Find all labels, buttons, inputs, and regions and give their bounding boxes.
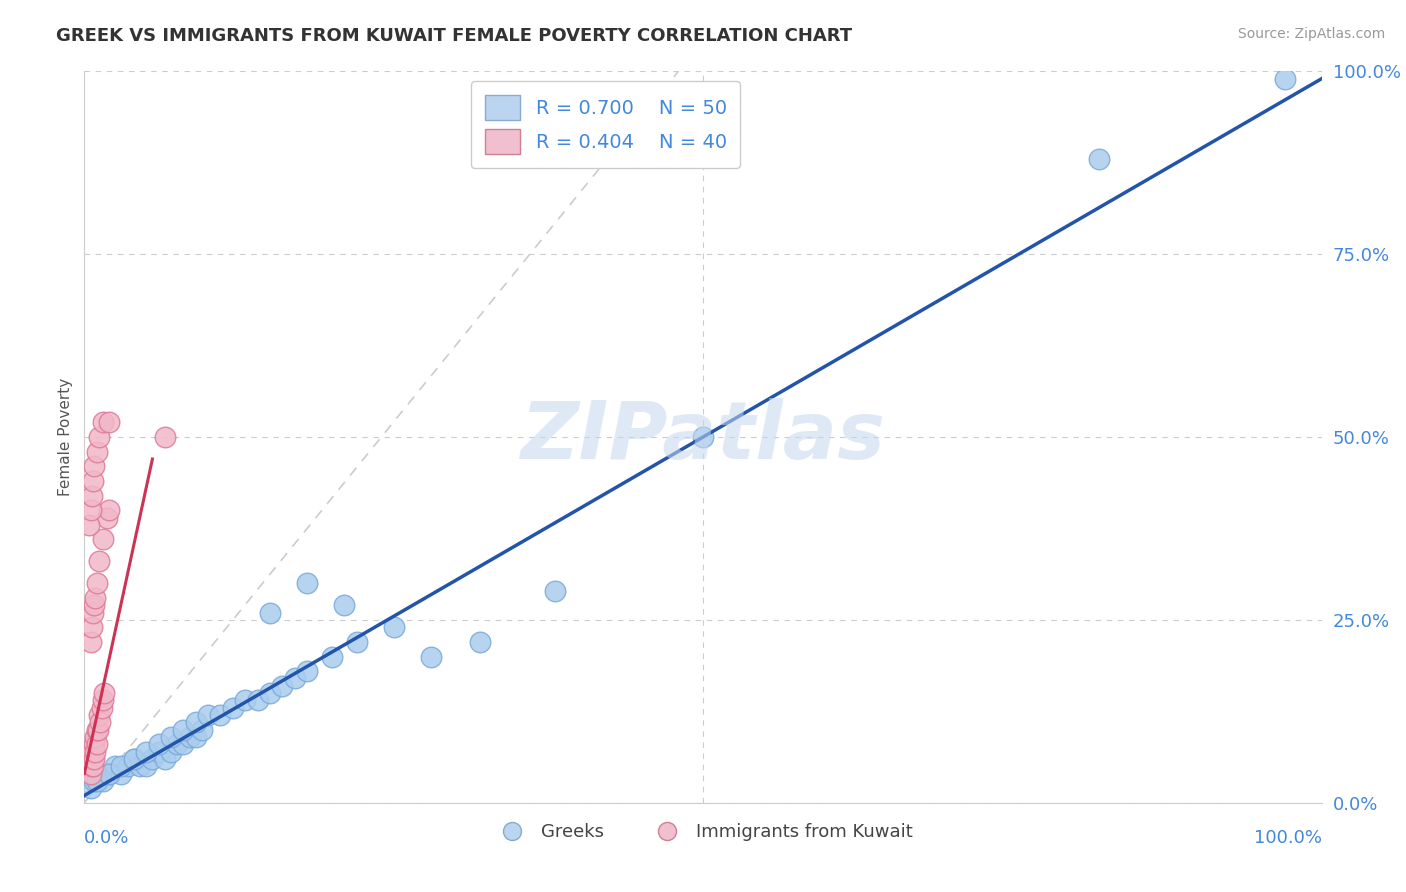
Point [82, 759, 104, 773]
Point [79, 766, 101, 780]
Point [1274, 71, 1296, 86]
Text: ZIPatlas: ZIPatlas [520, 398, 886, 476]
Point [79, 781, 101, 796]
Point [122, 752, 145, 766]
Point [1088, 152, 1111, 166]
Point [104, 759, 127, 773]
Point [86, 773, 108, 788]
Point [86, 576, 108, 591]
Point [86, 737, 108, 751]
Point [692, 430, 714, 444]
Point [197, 708, 219, 723]
Point [93, 686, 115, 700]
Point [184, 715, 207, 730]
Point [333, 599, 356, 613]
Point [98, 503, 121, 517]
Point [98, 766, 121, 780]
Point [84, 730, 107, 744]
Point [148, 745, 170, 759]
Point [321, 649, 343, 664]
Point [153, 752, 176, 766]
Point [84, 591, 107, 605]
Point [80, 759, 103, 773]
Point [191, 723, 214, 737]
Point [122, 752, 145, 766]
Point [96, 510, 118, 524]
Point [79, 517, 101, 532]
Point [98, 416, 121, 430]
Point [346, 635, 368, 649]
Point [295, 576, 318, 591]
Point [153, 430, 176, 444]
Point [259, 686, 281, 700]
Point [90, 700, 112, 714]
Point [543, 583, 565, 598]
Point [160, 745, 183, 759]
Point [86, 444, 108, 458]
Point [110, 759, 132, 773]
Point [77, 759, 100, 773]
Point [172, 723, 194, 737]
Point [83, 773, 105, 788]
Text: 0.0%: 0.0% [84, 829, 129, 847]
Point [141, 752, 163, 766]
Point [83, 599, 105, 613]
Point [80, 620, 103, 634]
Point [79, 635, 101, 649]
Y-axis label: Female Poverty: Female Poverty [58, 378, 73, 496]
Point [419, 649, 441, 664]
Point [233, 693, 256, 707]
Point [209, 708, 232, 723]
Point [83, 737, 105, 751]
Point [91, 533, 114, 547]
Point [79, 503, 101, 517]
Point [89, 715, 111, 730]
Point [148, 737, 170, 751]
Point [86, 723, 108, 737]
Point [110, 766, 132, 780]
Point [271, 679, 294, 693]
Point [89, 708, 111, 723]
Point [295, 664, 318, 678]
Point [98, 766, 121, 780]
Point [79, 745, 101, 759]
Point [79, 752, 101, 766]
Text: 100.0%: 100.0% [1254, 829, 1322, 847]
Point [82, 606, 104, 620]
Point [259, 606, 281, 620]
Point [89, 554, 111, 568]
Point [86, 766, 108, 780]
Text: GREEK VS IMMIGRANTS FROM KUWAIT FEMALE POVERTY CORRELATION CHART: GREEK VS IMMIGRANTS FROM KUWAIT FEMALE P… [56, 27, 852, 45]
Point [222, 700, 245, 714]
Text: Source: ZipAtlas.com: Source: ZipAtlas.com [1237, 27, 1385, 41]
Point [83, 752, 105, 766]
Point [172, 737, 194, 751]
Point [160, 730, 183, 744]
Point [166, 737, 188, 751]
Point [117, 759, 139, 773]
Point [87, 723, 110, 737]
Point [470, 635, 492, 649]
Point [184, 730, 207, 744]
Legend: Greeks, Immigrants from Kuwait: Greeks, Immigrants from Kuwait [486, 816, 920, 848]
Point [135, 745, 157, 759]
Point [91, 773, 114, 788]
Point [91, 693, 114, 707]
Point [246, 693, 269, 707]
Point [382, 620, 405, 634]
Point [91, 416, 114, 430]
Point [89, 430, 111, 444]
Point [135, 759, 157, 773]
Point [80, 752, 103, 766]
Point [82, 745, 104, 759]
Point [80, 489, 103, 503]
Point [179, 730, 201, 744]
Point [83, 459, 105, 474]
Point [284, 672, 307, 686]
Point [84, 745, 107, 759]
Point [129, 759, 152, 773]
Point [82, 474, 104, 488]
